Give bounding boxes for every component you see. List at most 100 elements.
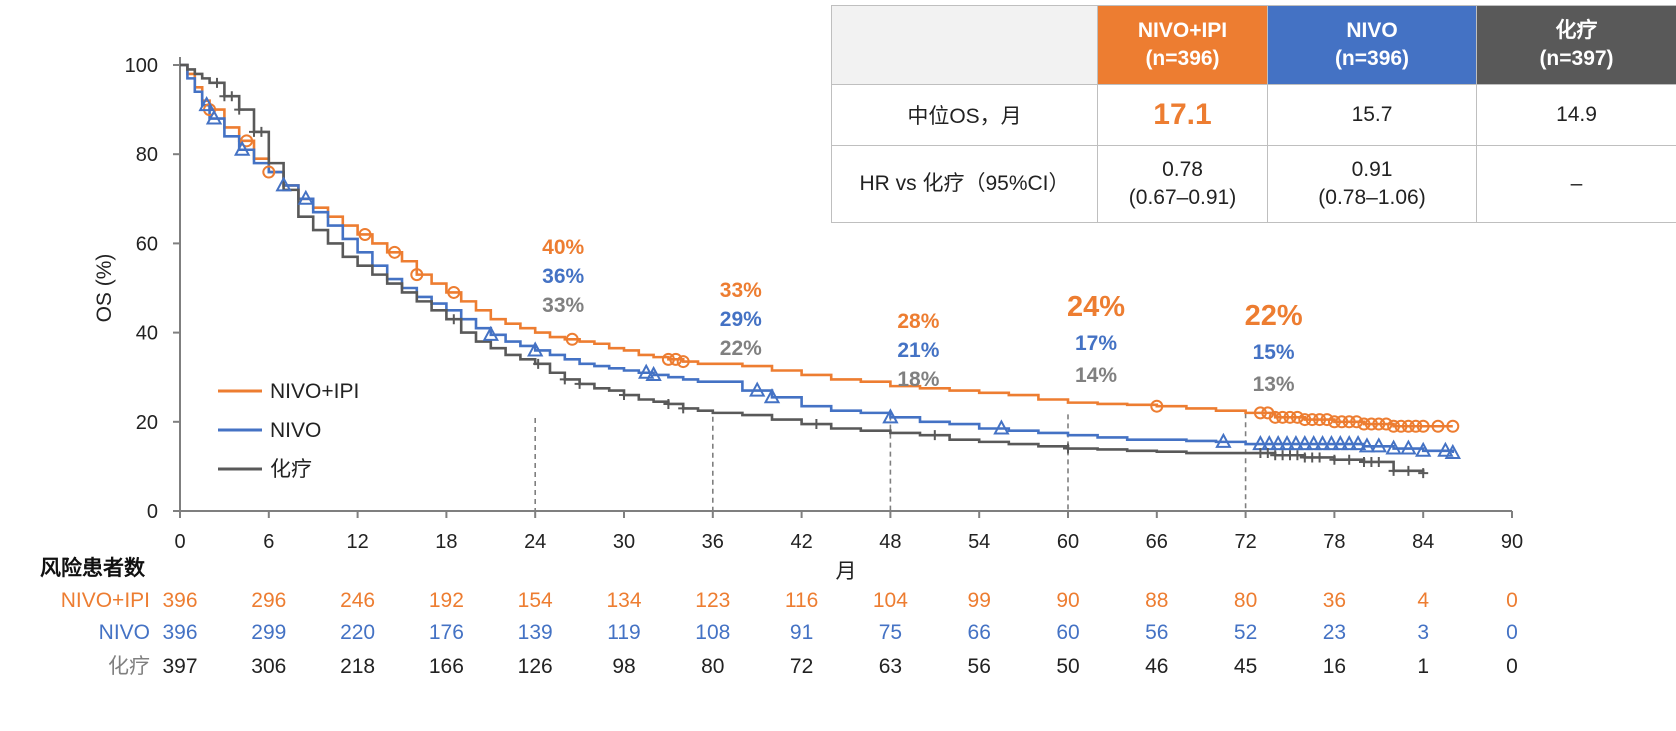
risk-value: 296 <box>251 589 286 612</box>
censor-mark-triangle <box>638 363 655 379</box>
y-tick-label: 100 <box>125 55 158 77</box>
censor-mark-circle <box>1431 419 1445 433</box>
risk-value: 75 <box>879 621 902 644</box>
risk-value: 192 <box>429 589 464 612</box>
censor-mark-plus <box>619 390 629 401</box>
risk-value: 0 <box>1506 621 1518 644</box>
survival-curve-1 <box>180 63 1455 454</box>
landmark-value: 22% <box>1245 300 1303 332</box>
hr-line: 0.91 <box>1351 158 1393 181</box>
censor-mark-triangle <box>763 388 781 404</box>
summary-row-label: HR vs 化疗（95%CI） <box>831 145 1098 223</box>
censor-mark-triangle <box>297 189 314 205</box>
censor-mark-plus <box>1262 448 1273 459</box>
risk-value: 108 <box>695 621 730 644</box>
risk-value: 88 <box>1145 589 1168 612</box>
risk-value: 45 <box>1234 655 1257 678</box>
x-tick-label: 90 <box>1501 531 1523 553</box>
landmark-value: 22% <box>720 337 762 360</box>
censor-mark-circle <box>1401 419 1415 433</box>
x-tick-label: 0 <box>174 531 185 553</box>
risk-value: 166 <box>429 655 464 678</box>
censor-mark-triangle <box>527 341 544 357</box>
risk-value: 4 <box>1417 589 1429 612</box>
landmark-value: 33% <box>542 294 584 317</box>
censor-mark-circle <box>1387 419 1401 433</box>
y-tick-label: 40 <box>136 323 158 345</box>
censor-mark-circle <box>1372 417 1386 431</box>
censor-mark-plus <box>226 91 237 102</box>
legend-label: NIVO+IPI <box>270 380 359 403</box>
risk-row-label: NIVO+IPI <box>61 589 150 612</box>
censor-mark-circle <box>669 352 683 366</box>
risk-value: 218 <box>340 655 375 678</box>
median-os-nivo: 15.7 <box>1267 84 1477 146</box>
censor-mark-triangle <box>1385 439 1402 455</box>
risk-value: 36 <box>1323 589 1346 612</box>
censor-mark-circle <box>1364 417 1378 431</box>
censor-mark-circle <box>1276 410 1290 424</box>
risk-value: 299 <box>251 621 286 644</box>
censor-mark-plus <box>1388 465 1399 476</box>
censor-mark-triangle <box>1415 441 1432 457</box>
censor-mark-plus <box>1373 456 1384 467</box>
risk-value: 397 <box>162 655 197 678</box>
censor-mark-circle <box>661 352 675 366</box>
x-tick-label: 36 <box>702 531 724 553</box>
censor-mark-triangle <box>1358 437 1376 453</box>
censor-mark-triangle <box>1261 435 1278 451</box>
x-tick-label: 18 <box>435 531 457 553</box>
hr-nivo-ipi: 0.78 (0.67–0.91) <box>1097 145 1268 223</box>
hr-chemo: – <box>1476 145 1676 223</box>
x-tick-label: 66 <box>1146 531 1168 553</box>
censor-mark-circle <box>410 268 424 282</box>
censor-mark-circle <box>1342 415 1356 429</box>
header-line: (n=396) <box>1145 47 1220 70</box>
landmark-value: 29% <box>720 308 762 331</box>
censor-mark-triangle <box>1287 435 1305 451</box>
landmark-value: 14% <box>1075 364 1117 387</box>
hr-line: (0.78–1.06) <box>1318 186 1426 209</box>
censor-mark-triangle <box>645 365 662 381</box>
y-axis-title: OS (%) <box>93 254 116 323</box>
x-axis-title: 月 <box>836 560 857 583</box>
landmark-value: 40% <box>542 236 584 259</box>
censor-mark-triangle <box>198 96 215 112</box>
x-tick-label: 54 <box>968 531 990 553</box>
censor-mark-plus <box>811 419 822 430</box>
censor-mark-circle <box>1350 415 1364 429</box>
censor-mark-circle <box>1313 413 1327 427</box>
risk-value: 1 <box>1417 655 1429 678</box>
header-line: (n=397) <box>1539 47 1614 70</box>
x-tick-label: 42 <box>790 531 812 553</box>
censor-mark-plus <box>256 126 267 137</box>
censor-mark-plus <box>1314 452 1325 463</box>
landmark-value: 36% <box>542 265 584 288</box>
risk-value: 98 <box>612 655 635 678</box>
risk-value: 0 <box>1506 655 1518 678</box>
censor-mark-circle <box>676 355 690 369</box>
risk-value: 90 <box>1056 589 1079 612</box>
risk-value: 306 <box>251 655 286 678</box>
summary-header-nivo: NIVO (n=396) <box>1267 5 1477 85</box>
risk-value: 126 <box>518 655 553 678</box>
censor-mark-plus <box>678 403 689 414</box>
risk-value: 66 <box>968 621 991 644</box>
risk-value: 139 <box>518 621 553 644</box>
risk-value: 52 <box>1234 621 1257 644</box>
header-line: NIVO <box>1346 19 1398 42</box>
risk-value: 123 <box>695 589 730 612</box>
censor-mark-circle <box>1320 413 1334 427</box>
legend-label: 化疗 <box>270 458 312 481</box>
risk-row-label: NIVO <box>99 621 150 644</box>
risk-value: 3 <box>1417 621 1429 644</box>
risk-value: 396 <box>162 621 197 644</box>
censor-mark-circle <box>565 332 579 346</box>
summary-row-label: 中位OS，月 <box>831 84 1098 146</box>
censor-mark-circle <box>1298 413 1312 427</box>
censor-mark-triangle <box>1305 435 1322 451</box>
censor-mark-plus <box>1063 443 1073 454</box>
censor-mark-circle <box>358 227 372 241</box>
summary-header-nivo-ipi: NIVO+IPI (n=396) <box>1097 5 1268 85</box>
